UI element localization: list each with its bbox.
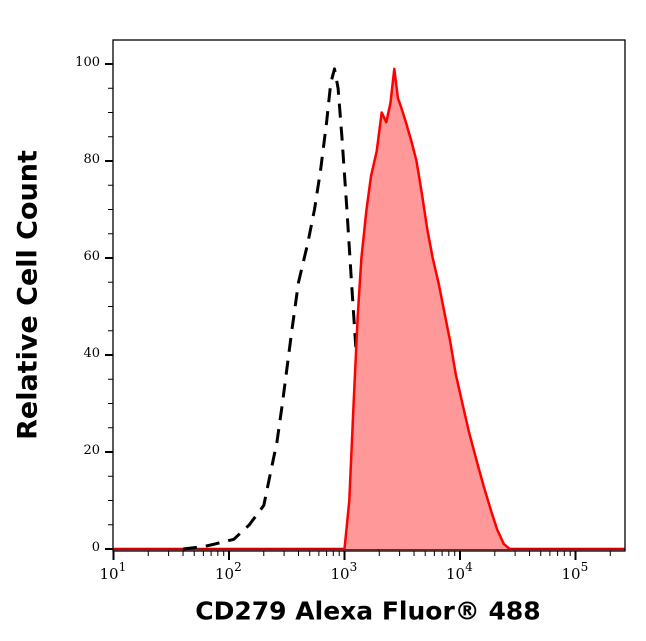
- x-tick-label: 103: [330, 560, 358, 583]
- sample-histogram-line: [343, 67, 511, 550]
- y-tick-label: 80: [83, 152, 100, 167]
- y-tick-label: 40: [83, 346, 100, 361]
- x-axis-label: CD279 Alexa Fluor® 488: [195, 596, 541, 626]
- y-tick-label: 60: [83, 249, 100, 264]
- plot-area: [113, 67, 625, 551]
- y-tick-label: 20: [83, 443, 100, 458]
- x-tick-label: 102: [215, 560, 242, 583]
- control-histogram-line: [182, 67, 381, 551]
- histogram-fill: [344, 68, 510, 550]
- y-tick-label: 100: [75, 55, 100, 70]
- plot-frame: [112, 39, 626, 552]
- x-tick-label: 104: [446, 560, 473, 583]
- y-tick-label: 0: [91, 540, 100, 555]
- x-tick-label: 105: [561, 560, 589, 583]
- x-tick-label: 101: [99, 560, 127, 583]
- y-axis-label: Relative Cell Count: [12, 150, 44, 440]
- axes: [105, 63, 611, 560]
